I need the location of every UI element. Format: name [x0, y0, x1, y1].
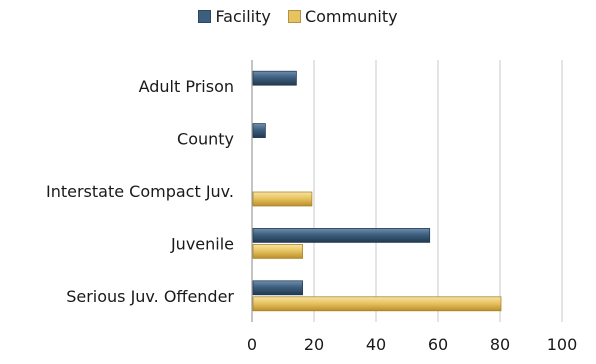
x-tick-label: 0 — [247, 335, 257, 354]
category-label: County — [177, 130, 234, 149]
bar-facility — [252, 280, 303, 296]
x-tick-label: 60 — [428, 335, 448, 354]
bar-community — [252, 244, 303, 259]
legend-swatch-community — [287, 10, 301, 23]
x-tick-label: 20 — [304, 335, 324, 354]
x-tick-label: 100 — [547, 335, 578, 354]
legend-label-community: Community — [304, 7, 398, 26]
category-label: Adult Prison — [139, 77, 234, 96]
legend-label-facility: Facility — [215, 7, 271, 26]
bar-facility — [252, 70, 297, 86]
category-label: Interstate Compact Juv. — [46, 182, 234, 201]
bar-facility — [252, 228, 431, 243]
legend-item-community: Community — [287, 7, 398, 26]
x-tick-label: 40 — [366, 335, 386, 354]
x-tick-label: 80 — [490, 335, 510, 354]
bar-facility — [252, 123, 266, 138]
category-label: Serious Juv. Offender — [66, 287, 234, 306]
bar-community — [252, 191, 313, 207]
bar-community — [252, 296, 502, 312]
legend-swatch-facility — [198, 10, 212, 23]
legend-item-facility: Facility — [198, 7, 271, 26]
legend: Facility Community — [0, 6, 596, 26]
category-label: Juvenile — [170, 234, 234, 253]
